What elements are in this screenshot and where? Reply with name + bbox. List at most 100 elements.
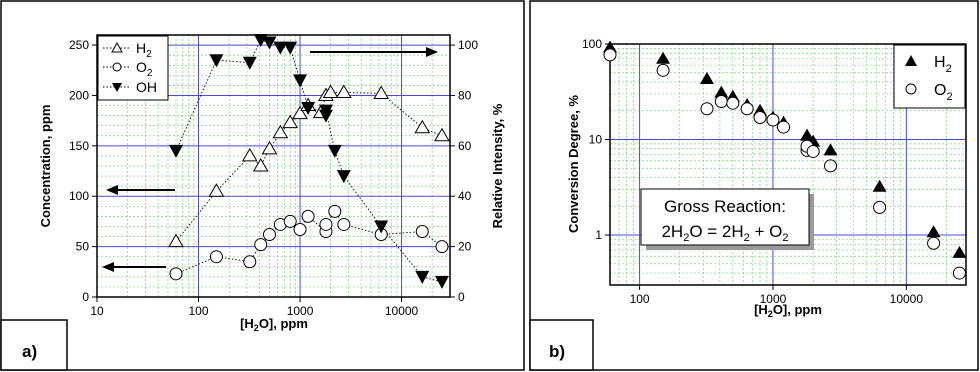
panel-b-xlabel: [H2O], ppm — [754, 302, 822, 319]
panel-b-ylabel: Conversion Degree, % — [566, 95, 581, 233]
marker-h2 — [373, 85, 390, 99]
gross-reaction-box: Gross Reaction: 2H2O = 2H2 + O2 — [640, 188, 814, 250]
legend-h2-marker — [111, 41, 123, 53]
y-tick-label-right: 100 — [458, 38, 478, 52]
marker-o2 — [435, 240, 449, 254]
y-tick-label-left: 200 — [69, 88, 89, 102]
marker-oh — [209, 54, 224, 68]
marker-o2 — [328, 204, 342, 218]
marker-b-h2 — [800, 128, 815, 141]
marker-o2 — [254, 238, 268, 252]
marker-o2 — [301, 209, 315, 223]
marker-o2 — [283, 214, 297, 228]
series-line-o2 — [175, 210, 443, 275]
x-tick-label: 100 — [189, 304, 209, 318]
panel-a-ticks: 10 100 1000 10000 0 50 100 150 200 250 0 20 40 60 80 10… — [69, 38, 478, 318]
marker-oh — [318, 104, 333, 118]
marker-b-h2 — [872, 179, 887, 192]
y-tick-label: 1 — [595, 228, 602, 242]
panel-a-markers — [168, 34, 450, 289]
arrow-left-concentration-h2 — [106, 185, 175, 195]
panel-b-label-box — [529, 319, 594, 371]
marker-o2 — [293, 222, 307, 236]
y-tick-label-left: 50 — [76, 240, 90, 254]
marker-h2 — [252, 158, 269, 172]
marker-b-o2 — [656, 63, 670, 77]
legend-o2-marker — [112, 62, 122, 72]
marker-oh — [327, 144, 342, 158]
panel-a-plot-area — [96, 34, 451, 298]
panel-b-legend: H2 O2 — [893, 44, 966, 109]
panel-b-markers — [603, 40, 967, 280]
arrow-right-intensity — [310, 47, 438, 57]
marker-h2 — [335, 84, 352, 98]
x-tick-label: 100 — [630, 292, 650, 306]
x-tick-label: 10 — [90, 304, 104, 318]
marker-b-o2 — [806, 144, 820, 158]
marker-o2 — [169, 267, 183, 281]
legend-oh-entry: OH — [103, 79, 157, 95]
marker-oh — [434, 275, 449, 289]
marker-b-o2 — [952, 266, 966, 280]
marker-oh — [242, 56, 257, 70]
marker-h2 — [168, 233, 184, 248]
marker-o2 — [209, 250, 223, 264]
panel-a-grid — [97, 35, 451, 297]
legend-b-o2-label: O2 — [934, 82, 953, 103]
legend-b-o2-marker — [905, 83, 917, 95]
marker-b-h2 — [656, 51, 671, 64]
marker-b-o2 — [740, 102, 754, 116]
marker-o2 — [337, 217, 351, 231]
x-tick-label: 10000 — [890, 292, 924, 306]
legend-h2-entry: H2 — [103, 40, 152, 60]
marker-h2 — [414, 119, 431, 134]
marker-b-o2 — [714, 95, 728, 109]
marker-o2 — [319, 217, 333, 231]
legend-o2-entry: O2 — [103, 59, 153, 79]
y-tick-label-left: 250 — [69, 38, 89, 52]
gross-reaction-title: Gross Reaction: — [664, 197, 786, 216]
marker-oh — [273, 41, 288, 55]
x-tick-label: 10000 — [385, 304, 419, 318]
marker-b-o2 — [766, 113, 780, 127]
gross-reaction-equation: 2H2O = 2H2 + O2 — [661, 222, 788, 244]
y-tick-label-left: 150 — [69, 139, 89, 153]
marker-oh — [301, 102, 316, 116]
marker-b-h2 — [699, 72, 714, 85]
marker-o2 — [262, 228, 276, 242]
y-tick-label-right: 0 — [458, 290, 465, 304]
marker-o2 — [415, 225, 429, 238]
marker-oh — [293, 74, 308, 88]
legend-oh-marker — [112, 83, 122, 92]
panel-a-legend: H2 O2 OH — [97, 35, 169, 101]
panel-a-ylabel-left: Concentration, ppm — [38, 105, 53, 228]
marker-h2 — [292, 105, 308, 120]
panel-a-label-box — [0, 319, 68, 371]
legend-b-h2-entry: H2 — [905, 54, 952, 75]
legend-h2-label: H2 — [136, 40, 152, 60]
marker-b-h2 — [952, 245, 967, 258]
y-tick-label-left: 0 — [82, 290, 89, 304]
y-tick-label-left: 100 — [69, 189, 89, 203]
y-tick-label-right: 60 — [458, 139, 472, 153]
marker-o2 — [243, 255, 257, 269]
y-tick-label-right: 40 — [458, 189, 472, 203]
marker-b-o2 — [726, 96, 740, 110]
x-tick-label: 1000 — [287, 304, 314, 318]
legend-oh-label: OH — [136, 79, 157, 95]
marker-h2 — [208, 183, 225, 197]
marker-b-o2 — [927, 236, 941, 250]
y-tick-label-right: 80 — [458, 88, 472, 102]
legend-o2-label: O2 — [136, 59, 153, 79]
y-tick-label-right: 20 — [458, 240, 472, 254]
legend-b-o2-entry: O2 — [905, 82, 953, 103]
marker-oh — [262, 36, 277, 50]
panel-b-plot-area — [609, 43, 967, 286]
panel-a-label: a) — [22, 342, 37, 361]
marker-b-h2 — [714, 85, 729, 98]
marker-b-o2 — [603, 48, 617, 62]
marker-oh — [374, 220, 389, 234]
marker-b-h2 — [823, 143, 838, 156]
marker-oh — [283, 41, 298, 55]
